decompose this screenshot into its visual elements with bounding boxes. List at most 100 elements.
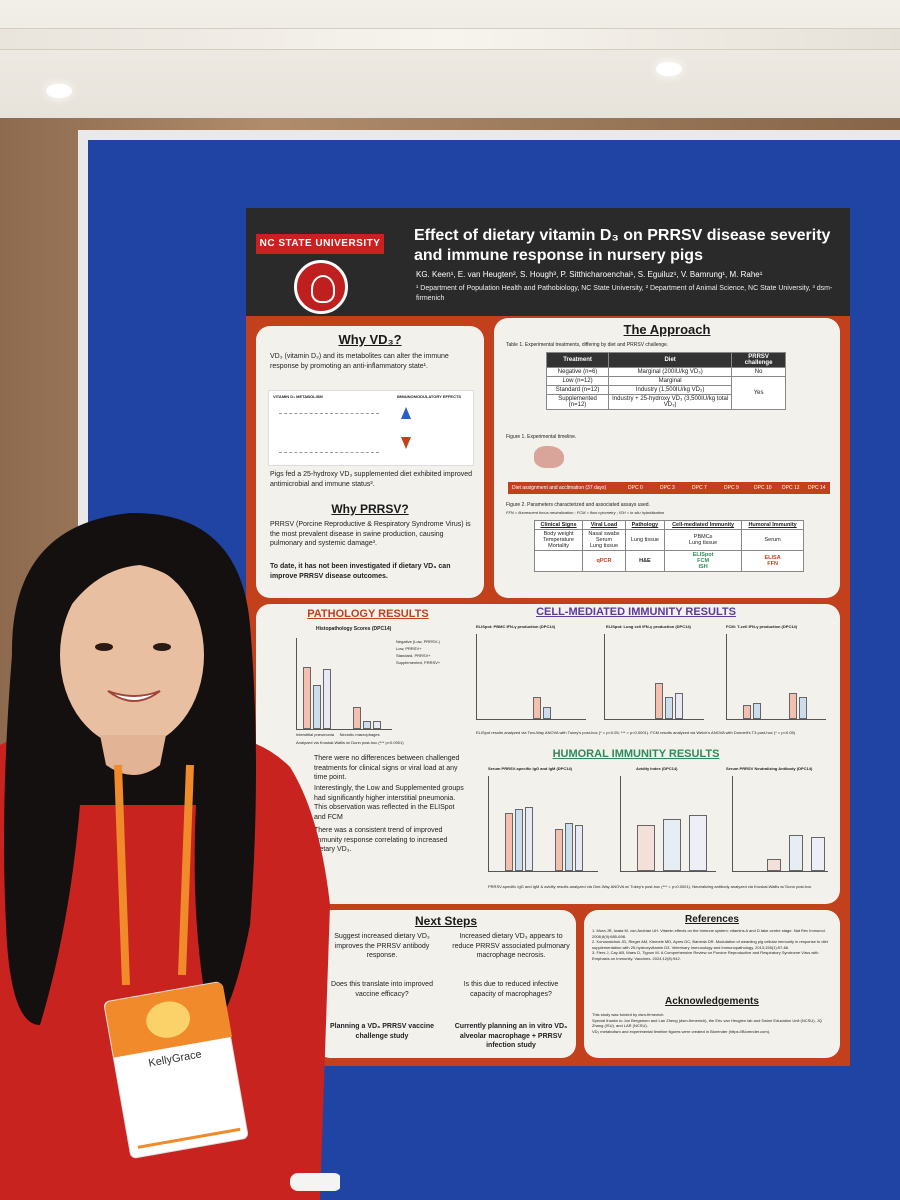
fig-right-label: IMMUNOMODULATORY EFFECTS — [397, 394, 462, 399]
references-heading: References — [685, 914, 739, 925]
cmi-note: ELISpot results analyzed via Two-Way ANO… — [476, 730, 796, 735]
param-head: Viral Load — [582, 520, 626, 530]
chart-bar — [373, 721, 381, 729]
next-steps-heading: Next Steps — [414, 914, 478, 928]
param-assay — [533, 550, 584, 572]
molecule-structures — [279, 413, 379, 453]
humoral-chart3-title: Serum PRRSV Neutralizing Antibody (DPC14… — [726, 766, 813, 771]
why-vd3-text: VD₃ (vitamin D₃) and its metabolites can… — [270, 353, 449, 370]
param-head: Humoral Immunity — [741, 520, 804, 530]
timeline-label: DPC 14 — [808, 485, 826, 491]
chart-bar — [353, 707, 361, 729]
chart-bar — [565, 823, 573, 871]
research-poster: NC STATE UNIVERSITY Effect of dietary vi… — [246, 208, 850, 1066]
chart-bar — [767, 859, 781, 871]
cmi-chart2-title: ELISpot: Lung cell IFN-γ production (DPC… — [606, 624, 691, 629]
param-head: Cell-mediated Immunity — [664, 520, 743, 530]
table-row: Negative (n=6) Marginal (200IU/kg VD₃) N… — [545, 367, 786, 377]
timeline-label: DPC 10 — [754, 485, 772, 491]
table-cell: Marginal — [608, 376, 733, 386]
humoral-chart-1 — [488, 776, 598, 872]
timeline-label: DPC 9 — [724, 485, 739, 491]
why-prrsv-gap: To date, it has not been investigated if… — [270, 563, 451, 580]
hair-fringe — [58, 529, 208, 625]
up-arrow-icon — [401, 407, 411, 419]
table-cell: Negative (n=6) — [545, 367, 610, 377]
reference-item: 1. Mora JR, Iwata M, von Andrian UH. Vit… — [592, 928, 826, 939]
histopath-categories: Interstitial pneumonia Necrotic macropha… — [296, 732, 380, 737]
chart-bar — [313, 685, 321, 729]
why-panel: Why VD₃? VD₃ (vitamin D₃) and its metabo… — [256, 326, 484, 598]
humoral-chart2-title: Avidity Index (DPC14) — [636, 766, 678, 771]
chart-bar — [689, 815, 707, 871]
pathology-text-1: There were no differences between challe… — [314, 755, 460, 781]
acknowledgements-list: This study was funded by dsm-firmenich. … — [592, 1012, 832, 1034]
vet-school-seal — [294, 260, 348, 314]
param-item: Serum — [741, 529, 804, 551]
references-panel: References 1. Mora JR, Iwata M, von Andr… — [584, 910, 840, 1058]
next-left-1: Suggest increased dietary VD₃ improves t… — [334, 933, 430, 959]
table-header: Treatment — [545, 352, 610, 368]
poster-header: NC STATE UNIVERSITY Effect of dietary vi… — [246, 208, 850, 316]
next-left-2: Does this translate into improved vaccin… — [331, 981, 433, 998]
ack-item: This study was funded by dsm-firmenich. — [592, 1012, 665, 1017]
cmi-chart-3 — [726, 634, 826, 720]
cmi-chart-2 — [604, 634, 704, 720]
chart-bar — [789, 835, 803, 871]
chart-bar — [533, 697, 541, 719]
table-header: Diet — [608, 352, 733, 368]
param-item: Body weight Temperature Mortality — [533, 529, 584, 551]
legend-item: Supplemented, PRRSV+ — [396, 660, 441, 665]
table-cell: Yes — [731, 376, 786, 410]
humoral-heading: HUMORAL IMMUNITY RESULTS — [552, 748, 720, 760]
chart-bar — [789, 693, 797, 719]
down-arrow-icon — [401, 437, 411, 449]
legend-item: Negative (Low, PRRSV-) — [396, 639, 440, 644]
reference-item: 3. Fiers J, Cay AB, Maes D, Tignon M. A … — [592, 950, 819, 961]
chart-bar — [663, 819, 681, 871]
avidity-chart — [620, 776, 716, 872]
pathology-text-3: There was a consistent trend of improved… — [314, 827, 448, 853]
chart-bar — [515, 809, 523, 871]
chart-bar — [555, 829, 563, 871]
chart-bar — [799, 697, 807, 719]
table-cell: Standard (n=12) — [545, 385, 610, 395]
university-logo: NC STATE UNIVERSITY — [256, 234, 384, 254]
ceiling — [0, 0, 900, 120]
conference-logo — [143, 998, 193, 1042]
badge-skyline — [131, 1091, 241, 1149]
chart-bar — [743, 705, 751, 719]
table-cell: Marginal (200IU/kg VD₃) — [608, 367, 733, 377]
timeline-label: DPC 3 — [660, 485, 675, 491]
histopath-note: Analyzed via Kruskal-Wallis w/ Dunn post… — [296, 740, 404, 745]
legend-item: Low, PRRSV+ — [396, 646, 422, 651]
chart-bar — [525, 807, 533, 871]
timeline-label: Diet assignment and acclimation (37 days… — [512, 485, 607, 491]
chart-bar — [655, 683, 663, 719]
poster-affiliations: ¹ Department of Population Health and Pa… — [416, 285, 833, 302]
treatment-table: Treatment Diet PRRSV challenge Negative … — [545, 352, 786, 410]
timeline-label: DPC 7 — [692, 485, 707, 491]
humoral-chart1-title: Serum PRRSV-specific IgG and IgM (DPC14) — [488, 766, 573, 771]
bracelet — [290, 1173, 340, 1191]
next-right-2: Is this due to reduced infective capacit… — [463, 981, 559, 998]
param-head: Pathology — [624, 520, 666, 530]
ack-item: Special thanks to Jon Bergstrom and Lan … — [592, 1017, 822, 1029]
reference-item: 2. Konowalchuk JD, Rieger AM, Kiemele MD… — [592, 939, 828, 950]
histopath-chart — [296, 638, 392, 730]
table-cell: Industry + 25-hydroxy VD₃ (3,500IU/kg to… — [608, 394, 733, 410]
fig1-caption: Figure 1. Experimental timeline. — [506, 434, 577, 440]
chart-bar — [505, 813, 513, 871]
param-item: Lung tissue — [624, 529, 666, 551]
table1-caption: Table 1. Experimental treatments, differ… — [506, 342, 669, 348]
results-panel: PATHOLOGY RESULTS Histopathology Scores … — [256, 604, 840, 904]
param-assay: H&E — [624, 550, 666, 572]
param-assay: ELISpot FCM ISH — [664, 550, 743, 572]
next-left-3: Planning a VD₃ PRRSV vaccine challenge s… — [330, 1023, 434, 1040]
cmi-chart-1 — [476, 634, 586, 720]
neutralizing-chart — [732, 776, 828, 872]
timeline-label: DPC 12 — [782, 485, 800, 491]
presenter-person — [0, 512, 340, 1200]
fig-left-label: VITAMIN D₃ METABOLISM — [273, 394, 323, 399]
pig-illustration — [534, 446, 564, 468]
